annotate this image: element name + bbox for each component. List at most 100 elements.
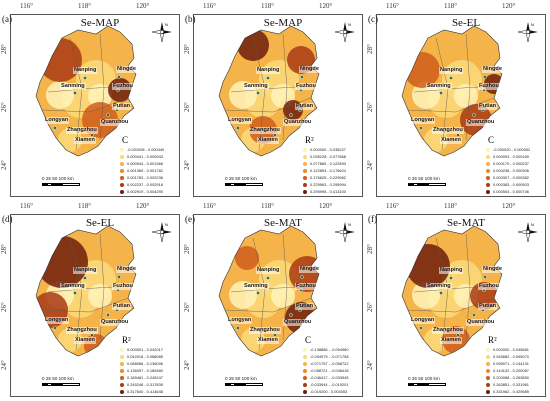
scale-bar-segment <box>418 183 428 186</box>
longitude-tick: 118° <box>444 202 458 210</box>
legend-text: -0.071757 - -0.058722 <box>310 361 349 366</box>
city-label: Putian <box>112 303 132 310</box>
legend-row: 0.000504 - 0.000746 <box>484 188 546 195</box>
province-border <box>35 225 137 357</box>
map-frame <box>10 14 180 197</box>
city-label: Xiamen <box>74 337 96 344</box>
scale-bar-segment <box>47 183 52 186</box>
legend-text: 0.245248 - 0.317839 <box>127 382 163 387</box>
city-label: Quanzhou <box>100 319 130 326</box>
legend-swatch <box>486 389 490 394</box>
panel-label: (c) <box>368 14 378 24</box>
legend-row: 0.000170 - 0.000237 <box>484 160 546 167</box>
scale-bar-segments <box>42 383 80 386</box>
legend-text: 0.000000 - 0.035227 <box>310 147 346 152</box>
legend-row: 0.000000 - 0.045681 <box>484 346 546 353</box>
legend: C -0.001008 - 0.000440 0.000441 - 0.000943… <box>118 135 180 195</box>
longitude-tick: 118° <box>78 2 92 10</box>
panel-title: Se-MAP <box>263 17 303 29</box>
legend-text: -0.019200 - 0.003053 <box>310 389 348 394</box>
city-label: Xiamen <box>440 337 462 344</box>
city-label: Putian <box>295 103 315 110</box>
legend-text: 0.001783 - 0.002236 <box>127 175 163 180</box>
city-label: Nanping <box>73 267 98 274</box>
city-dot <box>472 113 476 117</box>
city-label: Zhangzhou <box>249 127 281 134</box>
city-label: Nanping <box>256 67 281 74</box>
city-label: Zhangzhou <box>66 127 98 134</box>
legend-row: 0.000441 - 0.000943 <box>118 153 180 160</box>
legend-title: R² <box>305 135 314 145</box>
longitude-tick: 120° <box>502 2 516 10</box>
legend-swatch <box>120 354 124 359</box>
province-border <box>35 25 137 157</box>
city-dot <box>439 91 443 95</box>
province-border <box>401 225 503 357</box>
legend-row: 0.000383 - 0.000503 <box>484 181 546 188</box>
scale-bar-segment <box>52 383 62 386</box>
longitude-tick: 120° <box>502 202 516 210</box>
legend-row: 0.122894 - 0.176624 <box>301 167 363 174</box>
north-arrow-icon: N <box>151 222 172 243</box>
map-frame <box>193 214 363 397</box>
city-label: Nanping <box>439 67 464 74</box>
city-dot <box>117 275 121 279</box>
legend-row: 0.002237 - 0.002918 <box>118 181 180 188</box>
scale-bar-segments <box>225 183 263 186</box>
city-label: Longyan <box>410 317 436 324</box>
latitude-tick: 28° <box>0 244 8 254</box>
city-label: Quanzhou <box>100 119 130 126</box>
legend-title: C <box>488 135 495 145</box>
north-arrow-icon: N <box>334 222 355 243</box>
longitude-tick: 118° <box>444 2 458 10</box>
svg-text:N: N <box>165 222 168 227</box>
scale-bar-segment <box>62 383 80 386</box>
legend-swatch <box>303 375 307 380</box>
legend-text: 0.001369 - 0.001782 <box>127 168 163 173</box>
legend-row: 0.095071 - 0.144131 <box>484 360 546 367</box>
legend-text: 0.002237 - 0.002918 <box>127 182 163 187</box>
longitude-tick: 116° <box>203 202 217 210</box>
longitude-tick: 118° <box>78 202 92 210</box>
city-label: Fuzhou <box>478 83 500 90</box>
city-label: Fuzhou <box>295 83 317 90</box>
legend-row: 0.042018 - 0.088085 <box>118 353 180 360</box>
legend-swatch <box>120 182 124 187</box>
legend-row: -0.071757 - -0.058722 <box>301 360 363 367</box>
city-border <box>41 297 129 313</box>
legend-text: -0.046417 - -0.033945 <box>310 375 349 380</box>
city-dot <box>449 76 453 80</box>
map-panel-b: (b) Se-MAP 116° 118° 120° 28° 26° 24° Nanping Nin… <box>183 0 366 200</box>
longitude-tick: 118° <box>261 2 275 10</box>
legend-text: -0.001008 - 0.000440 <box>127 147 165 152</box>
legend-row: -0.138886 - -0.094980 <box>301 346 363 353</box>
scale-bar-segment <box>62 183 80 186</box>
city-label: Putian <box>478 103 498 110</box>
north-arrow-icon: N <box>151 22 172 43</box>
legend-row: 0.245248 - 0.317839 <box>118 381 180 388</box>
svg-text:N: N <box>348 22 351 27</box>
scale-bar-segments <box>408 183 446 186</box>
city-dot <box>53 326 57 330</box>
city-dot <box>289 113 293 117</box>
city-label: Sanming <box>243 83 269 90</box>
legend-swatch <box>303 368 307 373</box>
north-arrow-icon: N <box>334 22 355 43</box>
scale-bar-segment <box>413 183 418 186</box>
legend-row: 0.189481 - 0.245247 <box>118 374 180 381</box>
scale-bar-segment <box>225 183 230 186</box>
latitude-tick: 26° <box>366 302 374 312</box>
legend-swatch <box>303 389 307 394</box>
legend-row: 0.001369 - 0.001782 <box>118 167 180 174</box>
city-label: Sanming <box>60 283 86 290</box>
scale-bar-segment <box>235 383 245 386</box>
legend-row: 0.077869 - 0.122893 <box>301 160 363 167</box>
city-label: Fuzhou <box>478 283 500 290</box>
legend-row: -0.001008 - 0.000440 <box>118 146 180 153</box>
city-dot <box>236 326 240 330</box>
legend-text: 0.176625 - 0.229962 <box>310 175 346 180</box>
panel-label: (d) <box>2 214 13 224</box>
city-dot <box>300 75 304 79</box>
city-label: Xiamen <box>257 337 279 344</box>
legend-text: -0.058721 - -0.046418 <box>310 368 349 373</box>
